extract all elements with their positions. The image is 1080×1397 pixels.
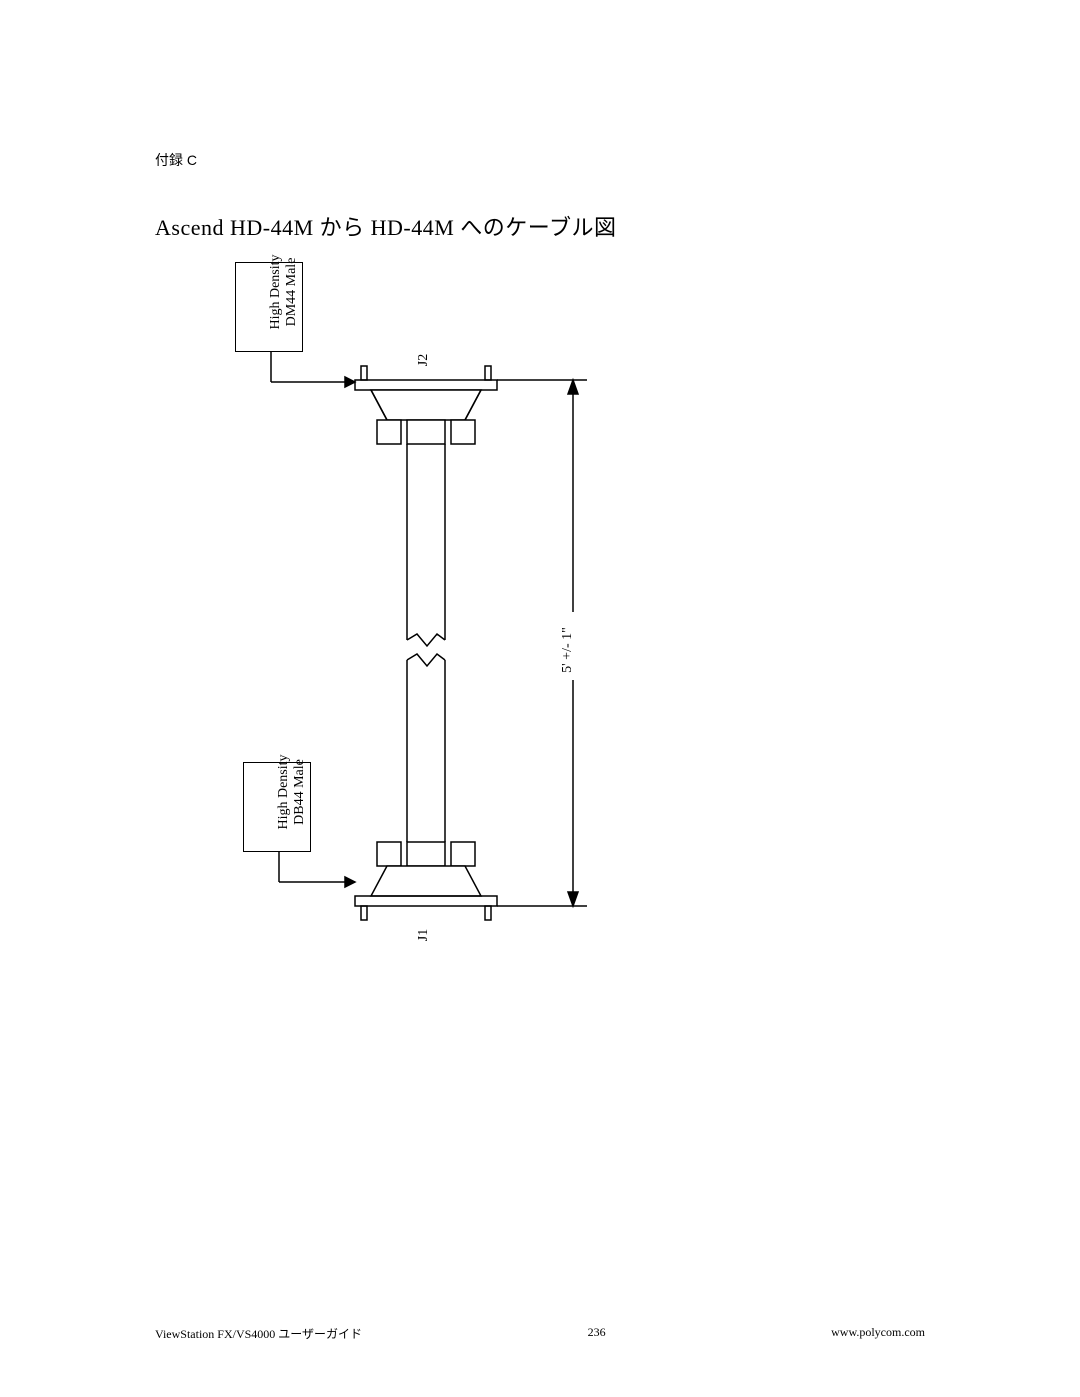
page-title: Ascend HD-44M から HD-44M へのケーブル図 <box>155 210 925 242</box>
page-footer: ViewStation FX/VS4000 ユーザーガイド 236 www.po… <box>155 1325 925 1342</box>
footer-left: ViewStation FX/VS4000 ユーザーガイド <box>155 1325 362 1342</box>
callout-bottom: High DensityDB44 Male <box>243 762 311 852</box>
cable-diagram: High DensityDM44 Male High DensityDB44 M… <box>155 262 925 1042</box>
footer-page-number: 236 <box>588 1325 606 1342</box>
connector-label-j2: J2 <box>416 354 432 366</box>
diagram-svg <box>155 262 925 1042</box>
connector-label-j1: J1 <box>416 929 432 941</box>
dimension-text: 5' +/- 1" <box>560 627 576 673</box>
footer-right: www.polycom.com <box>831 1325 925 1342</box>
appendix-label: 付録 C <box>155 150 925 170</box>
callout-top: High DensityDM44 Male <box>235 262 303 352</box>
